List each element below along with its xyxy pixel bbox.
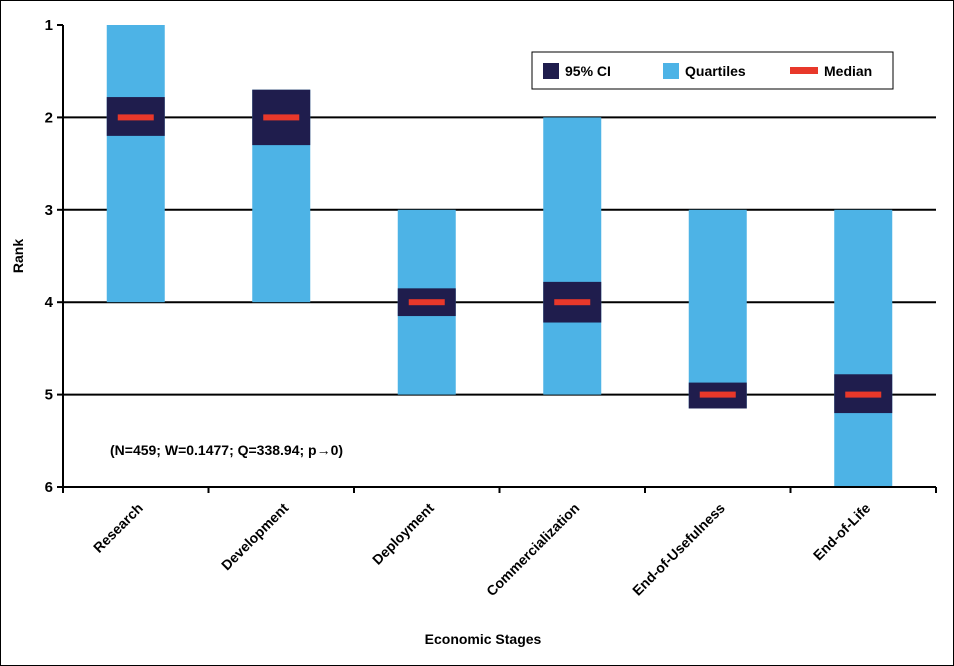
median-marker (408, 299, 445, 306)
legend-median-label: Median (824, 63, 872, 79)
legend-quartiles-label: Quartiles (685, 63, 746, 79)
x-tick-label: Development (218, 500, 292, 574)
y-axis-title: Rank (10, 239, 26, 273)
legend-median-swatch (790, 67, 818, 74)
quartile-bar (688, 209, 747, 409)
median-marker (554, 299, 591, 306)
x-tick-label: Deployment (369, 500, 437, 568)
median-marker (263, 114, 300, 121)
x-tick-label: End-of-Life (810, 500, 874, 564)
legend-ci-swatch (543, 63, 559, 79)
median-marker (117, 114, 154, 121)
quartile-bar (834, 209, 893, 488)
y-tick-label: 5 (45, 387, 53, 404)
legend-quartiles-swatch (663, 63, 679, 79)
quartile-bar (543, 117, 602, 395)
y-tick-label: 6 (45, 479, 53, 496)
y-tick-label: 1 (45, 17, 53, 34)
legend-ci-label: 95% CI (565, 63, 611, 79)
legend-box (531, 51, 894, 90)
stats-annotation: (N=459; W=0.1477; Q=338.94; p→0) (110, 442, 343, 458)
x-tick-label: Research (90, 500, 146, 556)
median-marker (845, 391, 882, 398)
x-tick-label: End-of-Usefulness (629, 500, 728, 599)
y-tick-label: 2 (45, 109, 53, 126)
median-marker (699, 391, 736, 398)
y-tick-label: 3 (45, 202, 53, 219)
quartile-bar (106, 25, 165, 303)
x-axis-title: Economic Stages (425, 631, 542, 647)
x-tick-label: Commercialization (483, 500, 582, 599)
y-tick-label: 4 (45, 294, 54, 311)
